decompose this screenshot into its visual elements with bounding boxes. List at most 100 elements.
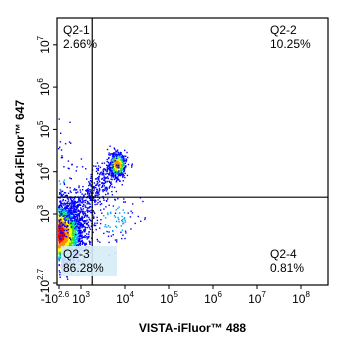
event-dot xyxy=(119,161,121,163)
event-dot xyxy=(81,224,83,226)
event-dot xyxy=(73,221,75,224)
event-dot xyxy=(64,242,67,244)
event-dot xyxy=(73,209,75,211)
event-dot xyxy=(77,241,79,243)
event-dot xyxy=(88,194,90,196)
event-dot xyxy=(76,166,78,168)
event-dot xyxy=(121,215,123,218)
event-dot xyxy=(127,156,129,159)
event-dot xyxy=(62,235,64,237)
event-dot xyxy=(74,230,76,232)
event-dot xyxy=(75,211,77,213)
x-tick-label: 107 xyxy=(248,290,266,306)
event-dot xyxy=(74,230,76,233)
event-dot xyxy=(61,239,63,242)
event-dot xyxy=(131,163,133,165)
event-dot xyxy=(120,153,122,156)
event-dot xyxy=(99,203,102,206)
event-dot xyxy=(86,201,89,203)
event-dot xyxy=(94,200,96,202)
event-dot xyxy=(70,201,73,203)
event-dot xyxy=(75,243,77,245)
event-dot xyxy=(89,199,91,201)
event-dot xyxy=(75,234,77,237)
event-dot xyxy=(68,202,70,205)
event-dot xyxy=(84,213,86,215)
event-dot xyxy=(85,243,88,245)
event-dot xyxy=(75,222,77,224)
plot-frame xyxy=(56,17,329,286)
event-dot xyxy=(63,243,66,245)
event-dot xyxy=(109,145,111,147)
event-dot xyxy=(76,213,78,216)
event-dot xyxy=(70,211,72,214)
event-dot xyxy=(107,165,109,167)
event-dot xyxy=(61,237,63,240)
event-dot xyxy=(71,239,74,241)
event-dot xyxy=(62,223,65,226)
event-dot xyxy=(58,228,61,230)
event-dot xyxy=(117,153,120,155)
event-dot xyxy=(73,199,75,201)
event-dot xyxy=(88,210,90,212)
event-dot xyxy=(95,165,97,167)
event-dot xyxy=(118,161,121,163)
event-dot xyxy=(118,206,120,208)
event-dot xyxy=(60,244,62,247)
event-dot xyxy=(105,170,108,172)
event-dot xyxy=(83,216,86,218)
event-dot xyxy=(75,213,77,216)
event-dot xyxy=(60,228,63,230)
event-dot xyxy=(76,226,78,228)
event-dot xyxy=(114,163,116,166)
event-dot xyxy=(67,167,69,169)
event-dot xyxy=(122,164,124,167)
event-dot xyxy=(110,161,112,163)
event-dot xyxy=(101,182,103,184)
event-dot xyxy=(85,236,88,238)
event-dot xyxy=(60,205,63,207)
event-dot xyxy=(101,189,104,191)
event-dot xyxy=(90,181,93,183)
event-dot xyxy=(103,175,105,177)
event-dot xyxy=(59,237,61,240)
event-dot xyxy=(112,155,114,157)
event-dot xyxy=(107,235,110,237)
y-tick-label: 106 xyxy=(36,78,52,96)
event-dot xyxy=(89,242,91,244)
event-dot xyxy=(127,163,130,166)
event-dot xyxy=(77,198,80,201)
event-dot xyxy=(58,234,60,237)
event-dot xyxy=(117,173,119,176)
event-dot xyxy=(68,211,70,213)
event-dot xyxy=(93,224,95,226)
event-dot xyxy=(120,162,122,164)
event-dot xyxy=(101,186,103,188)
event-dot xyxy=(104,168,107,171)
event-dot xyxy=(119,174,122,176)
event-dot xyxy=(69,241,71,244)
event-dot xyxy=(122,157,124,159)
event-dot xyxy=(62,242,64,244)
event-dot xyxy=(103,185,106,187)
event-dot xyxy=(95,178,98,180)
event-dot xyxy=(59,274,61,276)
event-dot xyxy=(116,158,118,161)
event-dot xyxy=(70,240,72,243)
event-dot xyxy=(81,220,84,222)
event-dot xyxy=(71,241,73,244)
event-dot xyxy=(73,241,75,243)
event-dot xyxy=(115,225,117,227)
event-dot xyxy=(74,236,76,238)
event-dot xyxy=(88,240,90,242)
event-dot xyxy=(115,152,117,154)
event-dot xyxy=(72,226,74,228)
event-dot xyxy=(81,226,83,229)
event-dot xyxy=(66,207,68,209)
event-dot xyxy=(75,209,77,211)
event-dot xyxy=(67,200,70,202)
event-dot xyxy=(115,220,118,223)
event-dot xyxy=(118,162,120,164)
event-dot xyxy=(58,180,61,182)
event-dot xyxy=(114,171,117,174)
